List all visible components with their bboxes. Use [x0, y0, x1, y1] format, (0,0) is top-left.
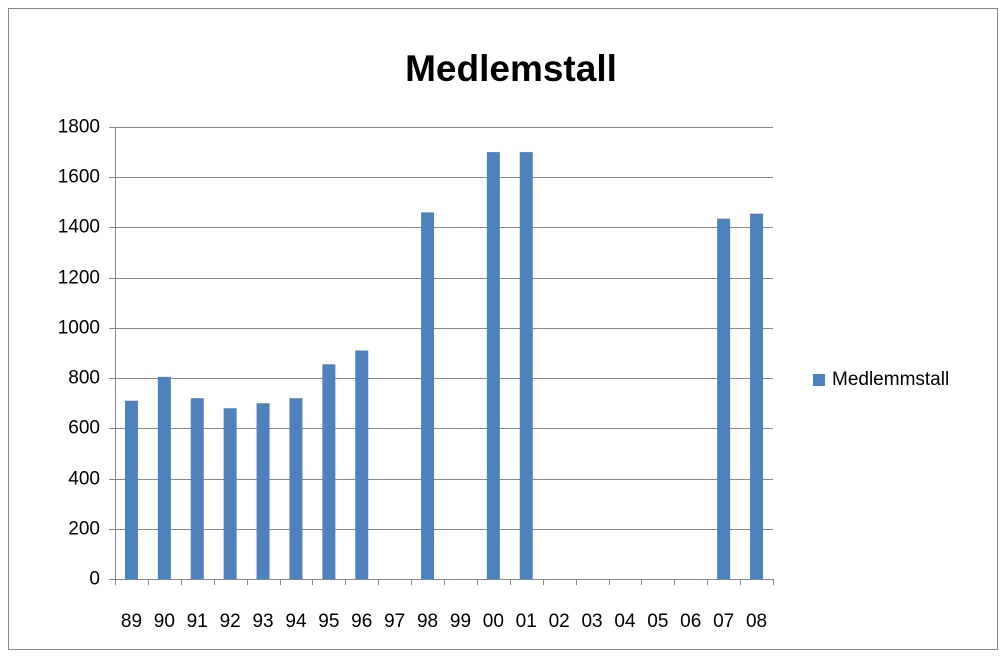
x-tick-label: 95 — [318, 611, 339, 632]
x-tick-label: 99 — [450, 611, 471, 632]
bar — [289, 398, 303, 579]
bar — [322, 364, 336, 579]
bar — [355, 350, 369, 579]
y-tick-label: 1000 — [58, 318, 100, 339]
bar — [519, 152, 533, 579]
y-tick-label: 1400 — [58, 217, 100, 238]
x-tick-label: 05 — [647, 611, 668, 632]
y-tick-label: 1600 — [58, 167, 100, 188]
bar — [256, 403, 270, 579]
y-tick-label: 600 — [68, 418, 100, 439]
x-tick-label: 01 — [516, 611, 537, 632]
bar — [223, 408, 237, 579]
x-tick-label: 07 — [713, 611, 734, 632]
x-tick-label: 03 — [581, 611, 602, 632]
bar — [190, 398, 204, 579]
x-tick-label: 91 — [187, 611, 208, 632]
x-tick-label: 89 — [121, 611, 142, 632]
x-tick-label: 94 — [285, 611, 307, 632]
bar — [486, 152, 500, 579]
y-tick-label: 0 — [89, 569, 100, 590]
chart-title: Medlemstall — [405, 48, 617, 89]
x-tick-label: 00 — [483, 611, 504, 632]
legend-swatch — [813, 374, 825, 386]
x-tick-label: 93 — [252, 611, 273, 632]
x-tick-label: 02 — [549, 611, 570, 632]
x-tick-label: 97 — [384, 611, 405, 632]
x-tick-label: 04 — [614, 611, 636, 632]
x-tick-label: 06 — [680, 611, 701, 632]
x-tick-label: 90 — [154, 611, 175, 632]
y-tick-label: 200 — [68, 519, 100, 540]
bar — [750, 213, 764, 579]
bar — [157, 376, 171, 579]
bar — [124, 400, 138, 579]
x-tick-label: 92 — [220, 611, 241, 632]
y-tick-label: 1800 — [58, 117, 100, 138]
y-tick-label: 400 — [68, 469, 100, 490]
x-tick-label: 96 — [351, 611, 372, 632]
bar — [421, 212, 435, 579]
y-tick-label: 1200 — [58, 268, 100, 289]
bar — [717, 218, 731, 579]
x-tick-label: 98 — [417, 611, 438, 632]
y-tick-label: 800 — [68, 368, 100, 389]
legend-label: Medlemmstall — [832, 369, 949, 390]
x-tick-label: 08 — [746, 611, 767, 632]
